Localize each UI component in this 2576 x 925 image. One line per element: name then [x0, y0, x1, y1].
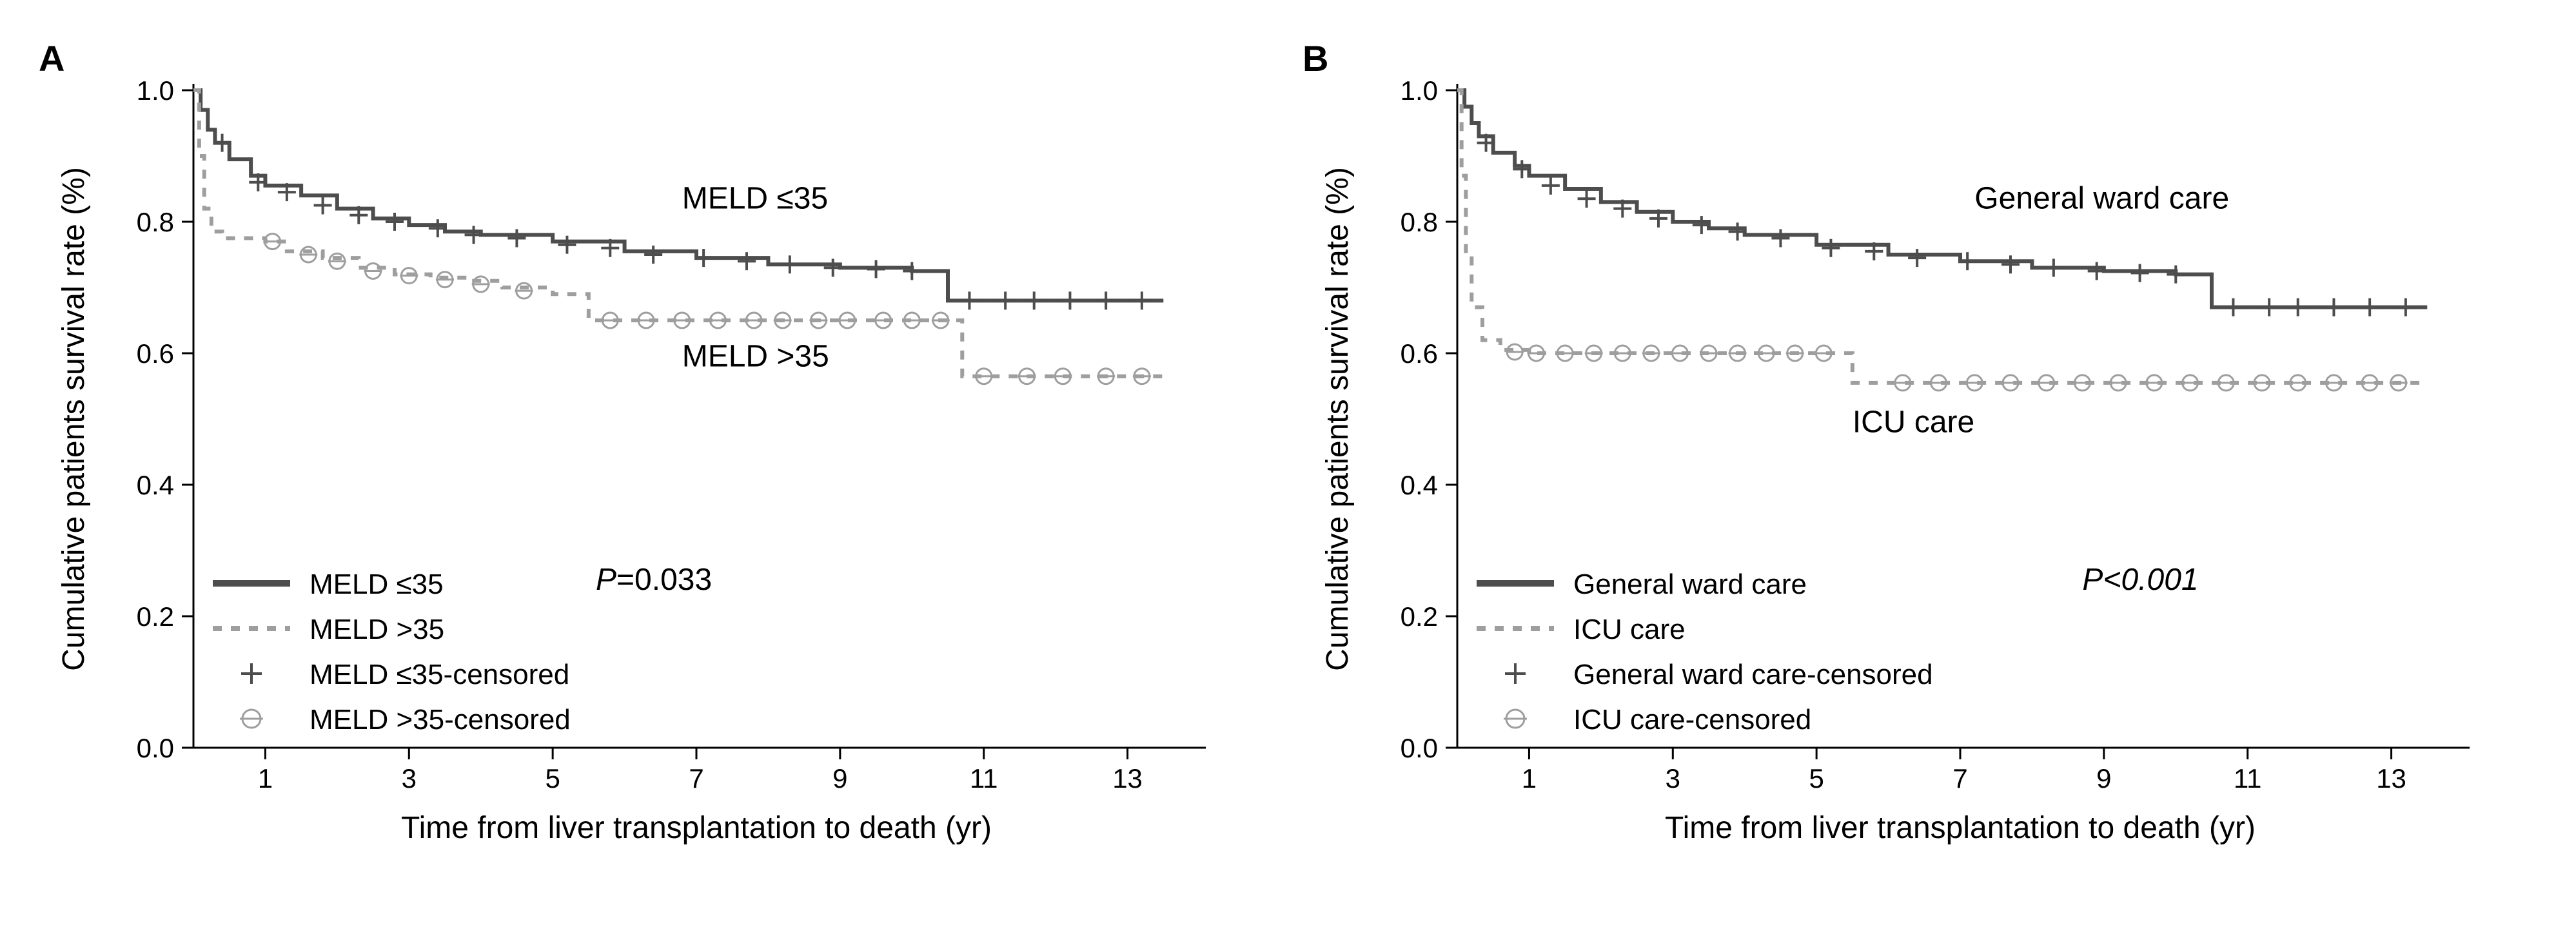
p-value: P<0.001	[2082, 563, 2198, 597]
panel-B: B0.00.20.40.60.81.0135791113Time from li…	[1290, 26, 2515, 896]
legend-label: ICU care	[1573, 614, 1686, 645]
curve-annotation: ICU care	[1853, 405, 1974, 439]
y-tick-label: 0.8	[137, 207, 174, 237]
y-tick-label: 1.0	[137, 75, 174, 106]
legend-label: MELD >35	[310, 614, 444, 645]
x-tick-label: 11	[2234, 763, 2262, 794]
legend-label: MELD ≤35	[310, 569, 444, 600]
panel-A: A0.00.20.40.60.81.0135791113Time from li…	[26, 26, 1251, 896]
x-tick-label: 1	[1522, 763, 1537, 794]
x-tick-label: 13	[2376, 763, 2406, 794]
survival-curve	[1457, 90, 2427, 383]
panel-label: A	[39, 38, 64, 79]
chart-B: B0.00.20.40.60.81.0135791113Time from li…	[1290, 26, 2515, 896]
y-tick-label: 0.6	[137, 338, 174, 369]
legend-label: General ward care-censored	[1573, 659, 1933, 690]
figure: A0.00.20.40.60.81.0135791113Time from li…	[0, 0, 2576, 909]
y-tick-label: 0.2	[1401, 601, 1438, 632]
y-tick-label: 0.8	[1401, 207, 1438, 237]
panel-label: B	[1303, 38, 1328, 79]
legend-label: MELD ≤35-censored	[310, 659, 569, 690]
y-tick-label: 0.4	[137, 470, 174, 500]
legend-label: ICU care-censored	[1573, 704, 1811, 735]
x-tick-label: 7	[689, 763, 703, 794]
x-tick-label: 9	[832, 763, 847, 794]
survival-curve	[193, 90, 1163, 376]
y-axis-title: Cumulative patients survival rate (%)	[1321, 167, 1355, 671]
x-tick-label: 5	[545, 763, 560, 794]
legend-label: MELD >35-censored	[310, 704, 571, 735]
x-tick-label: 3	[402, 763, 417, 794]
x-axis-title: Time from liver transplantation to death…	[1665, 811, 2256, 845]
y-axis-title: Cumulative patients survival rate (%)	[57, 167, 91, 671]
y-tick-label: 0.0	[1401, 733, 1438, 763]
y-tick-label: 0.6	[1401, 338, 1438, 369]
x-tick-label: 1	[258, 763, 273, 794]
survival-curve	[1457, 90, 2427, 307]
y-tick-label: 1.0	[1401, 75, 1438, 106]
x-axis-title: Time from liver transplantation to death…	[401, 811, 992, 845]
legend-label: General ward care	[1573, 569, 1807, 600]
curve-annotation: MELD >35	[682, 339, 829, 373]
chart-A: A0.00.20.40.60.81.0135791113Time from li…	[26, 26, 1251, 896]
x-tick-label: 7	[1952, 763, 1967, 794]
x-tick-label: 13	[1112, 763, 1143, 794]
curve-annotation: General ward care	[1974, 182, 2229, 216]
curve-annotation: MELD ≤35	[682, 182, 828, 216]
y-tick-label: 0.2	[137, 601, 174, 632]
p-value: P=0.033	[596, 563, 712, 597]
y-tick-label: 0.0	[137, 733, 174, 763]
x-tick-label: 5	[1809, 763, 1824, 794]
x-tick-label: 9	[2096, 763, 2111, 794]
x-tick-label: 11	[970, 763, 998, 794]
x-tick-label: 3	[1666, 763, 1680, 794]
y-tick-label: 0.4	[1401, 470, 1438, 500]
